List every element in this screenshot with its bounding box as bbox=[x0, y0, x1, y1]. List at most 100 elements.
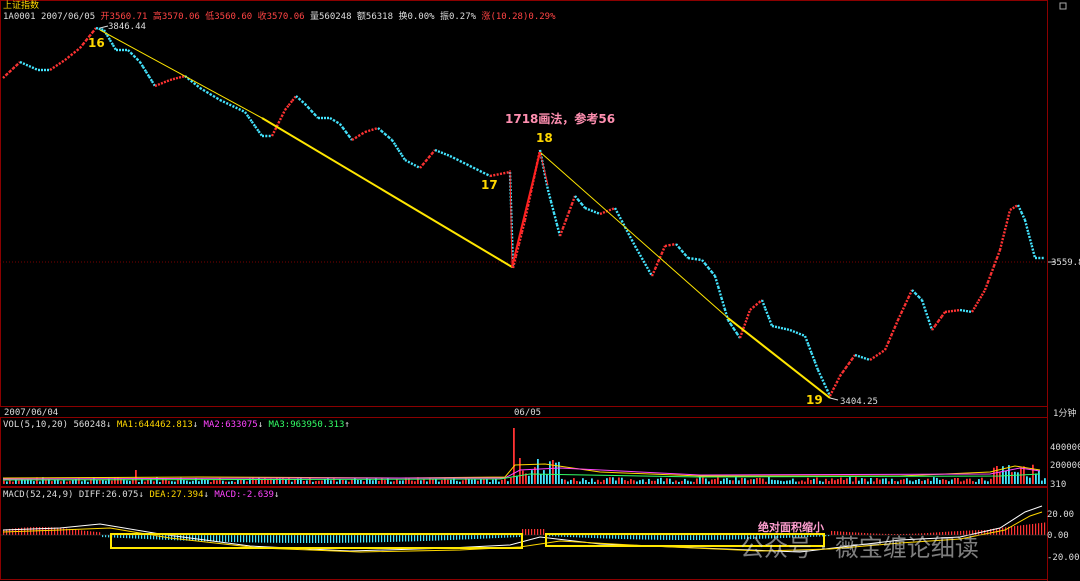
volume-bar bbox=[360, 480, 362, 484]
volume-bar bbox=[657, 478, 659, 484]
macd-bar bbox=[408, 535, 410, 542]
price-segment bbox=[100, 28, 105, 32]
low-marker bbox=[829, 397, 839, 401]
macd-bar bbox=[909, 533, 911, 535]
macd-bar bbox=[336, 535, 338, 543]
price-segment bbox=[394, 144, 400, 151]
timeframe-label[interactable]: 1分钟 bbox=[1053, 409, 1077, 419]
price-segment bbox=[1023, 219, 1030, 234]
macd-bar bbox=[183, 535, 185, 541]
macd-bar bbox=[393, 535, 395, 542]
macd-bar bbox=[108, 535, 110, 538]
macd-bar bbox=[435, 535, 437, 541]
volume-bar bbox=[315, 481, 317, 484]
price-segment bbox=[503, 171, 507, 175]
macd-bar bbox=[492, 535, 494, 539]
price-segment bbox=[348, 135, 353, 141]
vol-value: 560248 bbox=[73, 420, 106, 430]
price-segment bbox=[767, 316, 774, 327]
volume-bar bbox=[561, 478, 563, 484]
macd-bar bbox=[294, 535, 296, 543]
macd-bar bbox=[258, 535, 260, 543]
macd-bar bbox=[66, 528, 68, 535]
volume-bar bbox=[129, 480, 131, 484]
volume-bar bbox=[99, 479, 101, 484]
price-segment bbox=[202, 88, 208, 94]
volume-bar bbox=[417, 477, 419, 484]
volume-bar bbox=[468, 479, 470, 484]
macd-bar bbox=[744, 535, 746, 540]
volume-bar bbox=[462, 480, 464, 484]
price-segment bbox=[257, 130, 263, 137]
macd-bar bbox=[903, 533, 905, 535]
macd-bar bbox=[780, 535, 782, 539]
volume-bar bbox=[792, 478, 794, 484]
volume-bar bbox=[426, 481, 428, 484]
price-segment bbox=[108, 39, 115, 46]
macd-bar bbox=[462, 535, 464, 540]
volume-bar bbox=[558, 461, 560, 484]
vol-ma2: MA2:633075 bbox=[203, 420, 258, 430]
macd-bar bbox=[855, 532, 857, 535]
price-segment bbox=[786, 328, 791, 332]
macd-label: MACD(52,24,9) bbox=[3, 490, 74, 500]
price-segment bbox=[219, 98, 224, 103]
macd-bar bbox=[159, 535, 161, 540]
volume-bar bbox=[555, 462, 557, 484]
macd-bar bbox=[177, 535, 179, 541]
macd-bar bbox=[699, 535, 701, 540]
macd-bar bbox=[315, 535, 317, 543]
volume-bar bbox=[654, 480, 656, 484]
volume-bar bbox=[705, 478, 707, 484]
macd-bar bbox=[711, 535, 713, 540]
macd-bar bbox=[732, 535, 734, 540]
volume-bar bbox=[273, 479, 275, 484]
price-segment bbox=[190, 79, 195, 85]
volume-bar bbox=[843, 480, 845, 484]
volume-bar bbox=[153, 481, 155, 484]
macd-tick-3: -20.00 bbox=[1047, 553, 1080, 563]
macd-bar bbox=[348, 535, 350, 543]
price-segment bbox=[105, 34, 112, 41]
volume-bar bbox=[228, 481, 230, 484]
volume-bar bbox=[519, 458, 521, 484]
volume-bar bbox=[255, 479, 257, 484]
price-segment bbox=[998, 236, 1005, 251]
macd-bar bbox=[1011, 526, 1013, 535]
trend-line-16-17 bbox=[261, 117, 513, 268]
volume-bar bbox=[348, 481, 350, 484]
price-segment bbox=[574, 195, 580, 201]
price-segment bbox=[822, 382, 829, 391]
price-segment bbox=[687, 256, 692, 260]
volume-bar bbox=[258, 477, 260, 484]
price-segment bbox=[1016, 204, 1023, 214]
macd-tick-1: 20.00 bbox=[1047, 510, 1075, 520]
macd-bar bbox=[129, 535, 131, 539]
price-segment bbox=[64, 56, 69, 61]
volume-bar bbox=[117, 477, 119, 484]
volume-bar bbox=[435, 478, 437, 484]
volume-bar bbox=[957, 478, 959, 484]
price-segment bbox=[851, 354, 856, 360]
price-segment bbox=[301, 100, 306, 105]
volume-bar bbox=[156, 477, 158, 484]
macd-bar bbox=[351, 535, 353, 543]
macd-bar bbox=[171, 535, 173, 540]
volume-bar bbox=[699, 477, 701, 484]
volume-bar bbox=[288, 477, 290, 484]
macd-bar bbox=[846, 531, 848, 535]
price-segment bbox=[342, 127, 347, 133]
volume-bar bbox=[612, 477, 614, 484]
volume-bar bbox=[867, 481, 869, 484]
macd-area-box-2 bbox=[545, 533, 825, 547]
price-segment bbox=[764, 308, 770, 318]
volume-bar bbox=[201, 478, 203, 484]
volume-bar bbox=[627, 481, 629, 484]
volume-bar bbox=[870, 478, 872, 484]
volume-bar bbox=[1026, 476, 1028, 484]
macd-bar bbox=[276, 535, 278, 543]
volume-bar bbox=[81, 481, 83, 484]
macd-bar bbox=[1017, 525, 1019, 535]
macd-bar bbox=[432, 535, 434, 541]
volume-bar bbox=[1005, 470, 1007, 484]
